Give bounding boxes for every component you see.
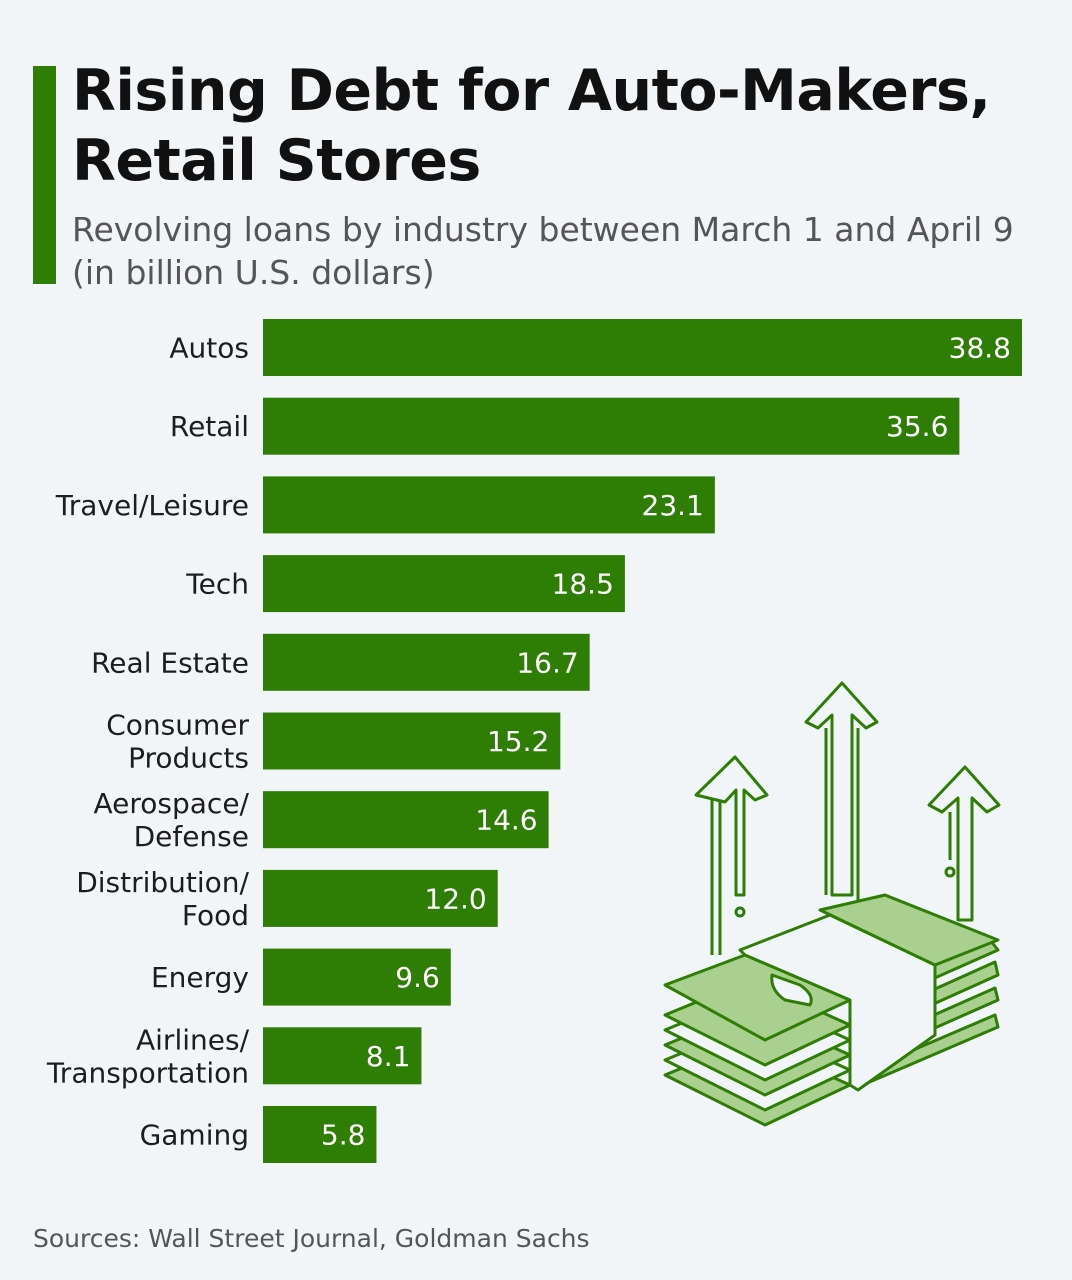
bar-0 <box>263 319 1022 376</box>
bar-value-label-3: 18.5 <box>552 568 614 601</box>
bar-9 <box>263 1027 422 1085</box>
title-accent-bar <box>33 66 56 284</box>
category-label-5: Consumer Products <box>106 709 249 775</box>
bar-value-label-2: 23.1 <box>642 489 704 522</box>
bar-value-label-1: 35.6 <box>886 410 948 443</box>
bar-8 <box>263 948 451 1006</box>
category-label-line: Aerospace/ <box>94 787 250 820</box>
bar-3 <box>263 555 625 613</box>
bar-value-label-7: 12.0 <box>424 882 486 915</box>
category-label-line: Food <box>182 899 249 932</box>
category-label-line: Transportation <box>46 1056 249 1089</box>
category-label-line: Autos <box>169 332 249 365</box>
category-label-4: Real Estate <box>91 646 249 679</box>
bar-value-label-6: 14.6 <box>475 804 537 837</box>
source-note: Sources: Wall Street Journal, Goldman Sa… <box>33 1224 590 1253</box>
bar-value-label-10: 5.8 <box>321 1119 366 1152</box>
category-label-line: Energy <box>151 961 249 994</box>
category-label-7: Distribution/Food <box>76 866 249 932</box>
chart-title: Rising Debt for Auto-Makers, Retail Stor… <box>72 58 991 194</box>
money-stack-rising-arrows-icon <box>663 681 1001 1127</box>
bar-2 <box>263 476 715 534</box>
category-label-line: Distribution/ <box>76 866 249 899</box>
bar-6 <box>263 791 549 849</box>
category-label-line: Products <box>128 742 249 775</box>
category-label-3: Tech <box>185 568 249 601</box>
category-label-9: Airlines/Transportation <box>46 1023 250 1089</box>
bar-value-label-4: 16.7 <box>516 646 578 679</box>
bar-value-label-5: 15.2 <box>487 725 549 758</box>
category-label-line: Airlines/ <box>136 1023 250 1056</box>
category-label-0: Autos <box>169 332 249 365</box>
category-label-10: Gaming <box>140 1119 249 1152</box>
category-label-line: Tech <box>185 568 249 601</box>
category-label-line: Consumer <box>106 709 249 742</box>
category-label-line: Travel/Leisure <box>55 489 249 522</box>
bar-value-label-0: 38.8 <box>949 332 1011 365</box>
category-label-1: Retail <box>170 410 249 443</box>
bar-chart: 38.8 Autos 35.6 Retail 23.1 Travel/Leisure 18.… <box>46 319 1022 1163</box>
bar-value-label-9: 8.1 <box>366 1040 411 1073</box>
category-label-8: Energy <box>151 961 249 994</box>
category-label-line: Defense <box>134 820 249 853</box>
category-label-line: Real Estate <box>91 646 249 679</box>
category-label-6: Aerospace/Defense <box>94 787 250 853</box>
bar-1 <box>263 397 960 455</box>
bar-value-label-8: 9.6 <box>395 961 440 994</box>
category-label-line: Gaming <box>140 1119 249 1152</box>
bar-7 <box>263 869 498 927</box>
bar-5 <box>263 712 561 770</box>
bar-4 <box>263 633 590 691</box>
category-label-2: Travel/Leisure <box>55 489 249 522</box>
category-label-line: Retail <box>170 410 249 443</box>
chart-subtitle: Revolving loans by industry between Marc… <box>72 210 1014 292</box>
bar-10 <box>263 1106 377 1163</box>
